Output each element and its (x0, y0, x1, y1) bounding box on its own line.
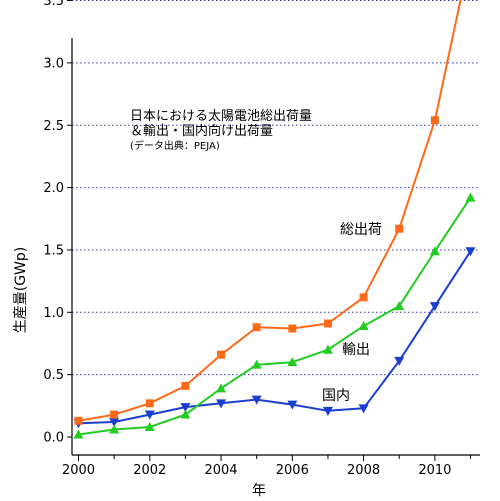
series-label-export: 輸出 (342, 342, 370, 358)
data-point (430, 116, 439, 125)
y-tick-label: 1.0 (43, 306, 64, 321)
x-tick-label: 2010 (418, 463, 451, 478)
series-layer (73, 0, 476, 439)
data-point (394, 301, 405, 311)
data-point (465, 247, 476, 257)
data-point (288, 324, 297, 333)
data-point (359, 293, 368, 302)
data-point (216, 399, 227, 409)
y-tick-label: 3.0 (43, 56, 64, 71)
data-point (73, 429, 84, 439)
series-line (78, 250, 472, 425)
x-tick-label: 2004 (204, 463, 237, 478)
y-axis-label: 生産量(GWp) (13, 247, 29, 334)
data-point (429, 246, 440, 256)
data-point (251, 359, 262, 369)
x-axis-label: 年 (252, 483, 266, 499)
series-line (78, 0, 462, 422)
data-point (358, 404, 369, 414)
x-tick-label: 2000 (62, 463, 95, 478)
data-point (217, 350, 226, 359)
series-0 (74, 0, 462, 425)
y-tick-label: 1.5 (43, 243, 64, 258)
data-point (109, 424, 120, 434)
data-point (429, 302, 440, 312)
y-tick-label: 2.5 (43, 119, 64, 134)
series-1 (73, 192, 476, 439)
data-point (110, 410, 119, 419)
data-point (145, 399, 154, 408)
y-tick-label: 0.0 (43, 431, 64, 446)
data-point (180, 403, 191, 413)
data-source-note: (データ出典：PEJA) (130, 139, 220, 152)
data-point (394, 356, 405, 366)
data-point (181, 381, 190, 390)
data-point (144, 410, 155, 420)
data-point (322, 344, 333, 354)
data-point (144, 422, 155, 432)
series-label-total: 総出荷 (340, 222, 382, 238)
data-point (322, 406, 333, 416)
data-point (216, 383, 227, 393)
data-point (395, 224, 404, 233)
x-tick-label: 2002 (133, 463, 166, 478)
chart-title: 日本における太陽電池総出荷量 (130, 109, 312, 124)
data-point (358, 321, 369, 331)
y-tick-label: 2.0 (43, 181, 64, 196)
data-point (287, 400, 298, 410)
axis-ticks: 0.0 0.5 1.0 1.5 2.0 2.5 3.0 3.5 2000 2002 2004 2006… (43, 0, 471, 478)
data-point (109, 418, 120, 428)
data-point (74, 416, 83, 425)
grid-lines (72, 0, 480, 376)
series-2 (73, 247, 476, 429)
data-point (287, 357, 298, 367)
chart-title-line2: ＆輸出・国内向け出荷量 (130, 123, 273, 139)
y-tick-label: 0.5 (43, 368, 64, 383)
data-point (323, 319, 332, 328)
series-label-domestic: 国内 (322, 388, 350, 404)
data-point (251, 395, 262, 405)
data-point (252, 323, 261, 332)
series-line (78, 197, 472, 436)
x-tick-label: 2006 (276, 463, 309, 478)
x-tick-label: 2008 (347, 463, 380, 478)
y-tick-label: 3.5 (43, 0, 64, 9)
data-point (465, 192, 476, 202)
data-point (180, 409, 191, 419)
